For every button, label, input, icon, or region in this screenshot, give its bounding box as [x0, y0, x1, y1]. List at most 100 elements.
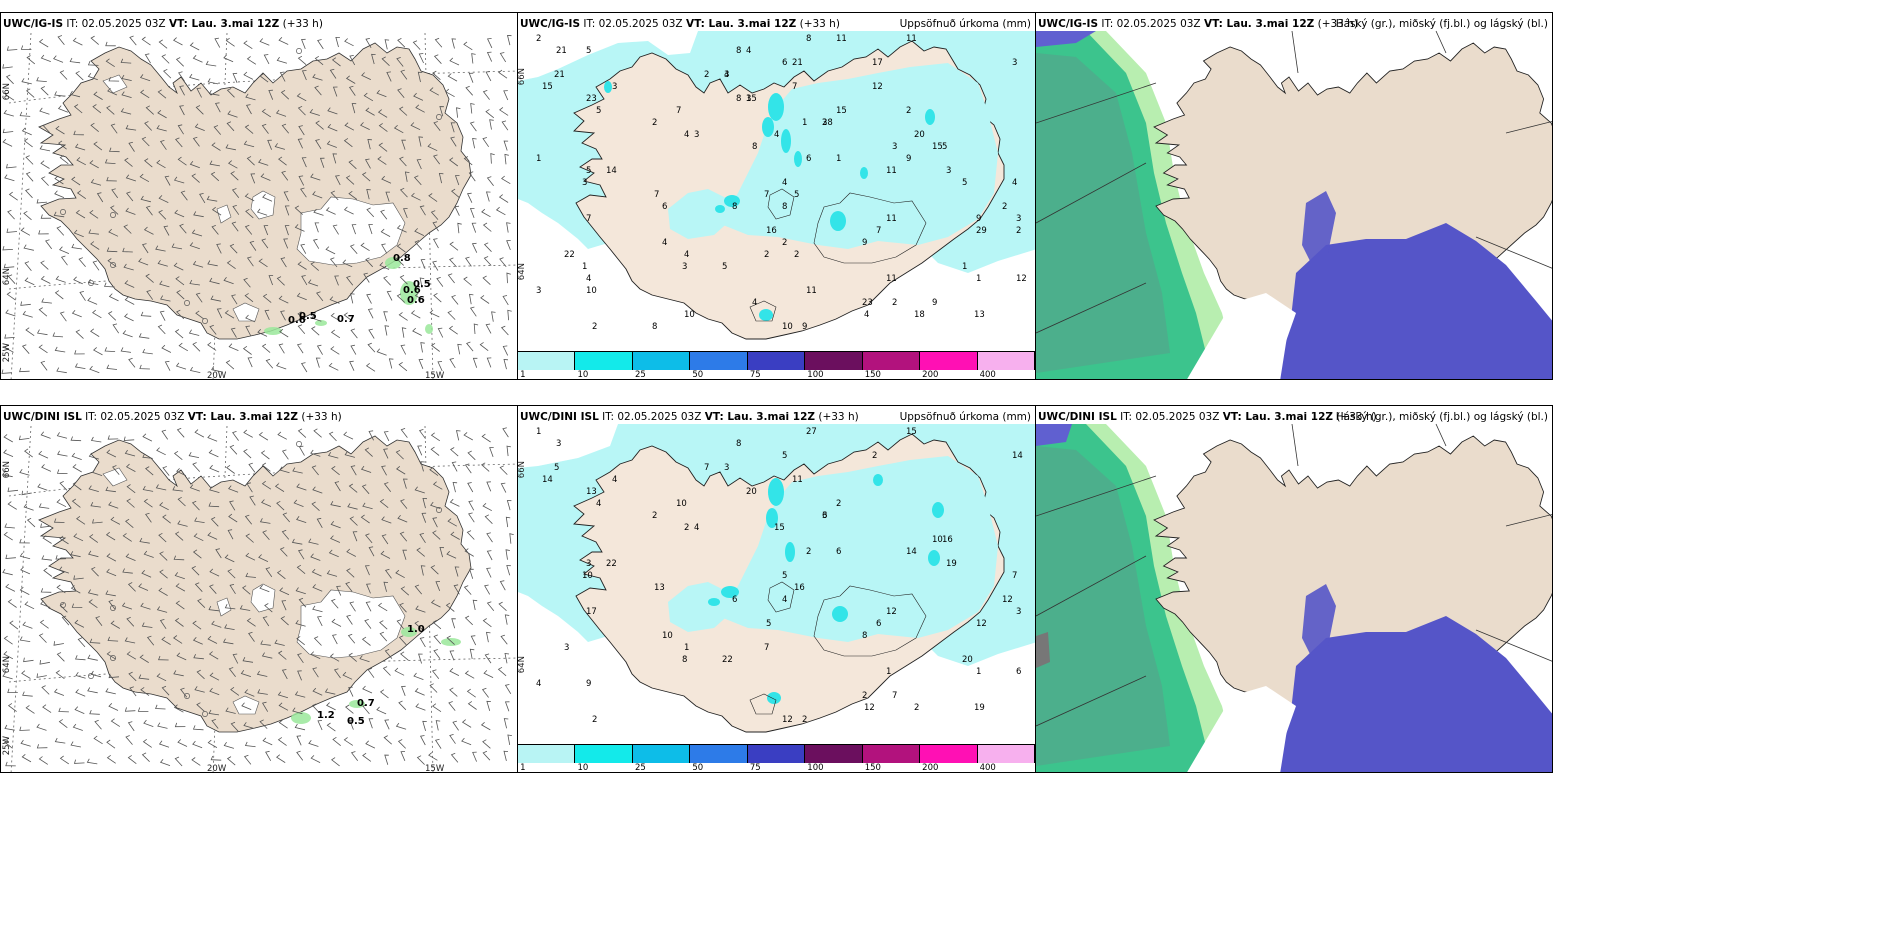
wind-barb [53, 55, 64, 63]
glacier-outline [749, 693, 777, 715]
precip-value-label: 2 [914, 703, 919, 713]
wind-barb [88, 452, 100, 460]
wind-barb [38, 633, 47, 643]
wind-barb [22, 691, 33, 697]
precip-value-label: 5 [554, 463, 559, 473]
precip-value-label: 9 [802, 322, 807, 332]
precip-value-label: 5 [596, 106, 601, 116]
wind-barb [414, 240, 423, 250]
wind-barb [264, 603, 273, 613]
wind-barb [367, 139, 372, 150]
cloud-map-panel-dini: UWC/DINI ISL IT: 02.05.2025 03Z VT: Lau.… [1035, 405, 1553, 773]
precip-value-label: 29 [976, 226, 987, 236]
wind-barb [335, 36, 340, 48]
wind-value-label: 0.5 [347, 716, 365, 727]
wind-barb [257, 329, 268, 337]
precip-value-label: 6 [662, 202, 667, 212]
wind-barb [158, 195, 169, 203]
wind-barb [346, 548, 356, 557]
wind-barb [22, 310, 33, 318]
wind-barb [465, 256, 472, 267]
wind-barb [7, 688, 18, 694]
wind-barb [430, 446, 440, 456]
wind-barb [263, 54, 270, 65]
wind-barb [126, 498, 135, 508]
panel-header: UWC/IG-IS IT: 02.05.2025 03Z VT: Lau. 3.… [1038, 18, 1358, 30]
wind-barb [386, 71, 392, 82]
precip-value-label: 27 [806, 427, 817, 437]
colorbar-label: 100 [807, 370, 824, 380]
wind-barb [295, 587, 306, 595]
wind-barb [449, 257, 457, 268]
wind-barb [37, 483, 48, 491]
precip-value-label: 19 [946, 559, 957, 569]
boundary-line [1291, 30, 1299, 74]
wind-barb [296, 750, 304, 761]
wind-barb [228, 667, 236, 677]
wind-map: 1.00.71.20.5 [2, 425, 517, 772]
map-layers: 0.80.50.60.60.50.60.7 [1, 32, 517, 379]
wind-barb [125, 463, 136, 472]
wind-barb [2, 64, 13, 69]
wind-barb [73, 229, 84, 238]
wind-barb [312, 73, 323, 81]
wind-barb [364, 619, 372, 629]
wind-barb [175, 362, 187, 370]
precip-value-label: 7 [792, 82, 797, 92]
wind-green-patches [264, 257, 433, 335]
wind-barb [75, 671, 86, 679]
wind-barb [263, 225, 269, 236]
wind-barb [397, 515, 408, 523]
wind-barb [58, 707, 69, 713]
wind-barb [232, 653, 239, 664]
wind-barb [19, 586, 30, 595]
wind-barb [280, 90, 290, 100]
precip-blob [830, 211, 846, 231]
wind-value-label: 0.5 [299, 311, 317, 322]
wind-barb [349, 719, 354, 730]
wind-barb [298, 175, 305, 186]
wind-barb [316, 517, 323, 528]
wind-barb [73, 759, 85, 764]
wind-barb [297, 324, 306, 335]
wind-barb [141, 570, 152, 578]
wind-barb [110, 620, 121, 629]
wind-barb [21, 490, 32, 496]
wind-barb [413, 175, 422, 186]
wind-barb [125, 518, 134, 529]
wind-barb [258, 431, 269, 441]
precip-value-label: 8 [736, 46, 741, 56]
precip-value-label: 15 [932, 142, 943, 152]
wind-barb [71, 452, 82, 460]
wind-barb [398, 700, 407, 711]
wind-barb [281, 123, 290, 134]
boundary-lines [1036, 30, 1552, 334]
wind-barb [189, 279, 200, 286]
precip-blob [604, 81, 612, 93]
precip-value-label: 7 [704, 463, 709, 473]
wind-barb [259, 584, 270, 593]
wind-barb [331, 757, 340, 767]
colorbar-label: 100 [807, 763, 824, 773]
boundary-line [1291, 423, 1299, 467]
precip-value-label: 4 [536, 679, 541, 689]
wind-barb [90, 436, 102, 443]
wind-barb [192, 136, 200, 147]
wind-barb [42, 704, 52, 713]
colorbar-label: 10 [577, 370, 589, 380]
wind-barb [311, 501, 320, 511]
cloud-map [1036, 30, 1552, 379]
wind-barb [262, 293, 272, 303]
wind-barb [139, 654, 149, 663]
wind-barb [122, 533, 132, 542]
wind-barb [297, 653, 304, 664]
wind-barb [93, 735, 103, 745]
wind-barb [432, 619, 442, 630]
wind-barb [482, 618, 492, 628]
wind-barb [19, 636, 31, 642]
wind-barb [86, 758, 98, 765]
wind-barb [208, 502, 220, 508]
wind-barb [26, 88, 35, 98]
wind-barb [242, 345, 252, 355]
wind-barb [145, 205, 153, 216]
